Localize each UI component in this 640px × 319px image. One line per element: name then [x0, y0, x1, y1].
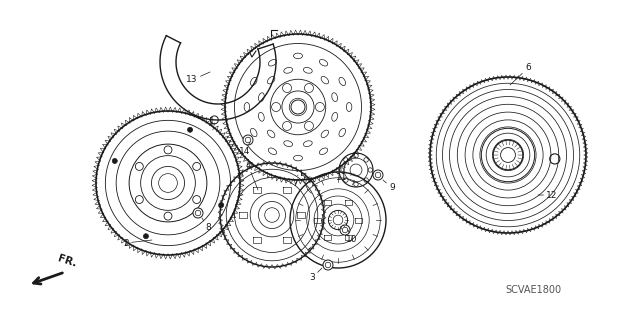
Circle shape — [340, 225, 350, 235]
Text: 7: 7 — [292, 175, 298, 188]
Text: 2: 2 — [123, 239, 152, 248]
Text: 4: 4 — [245, 160, 258, 190]
Text: 13: 13 — [186, 72, 210, 85]
Text: 11: 11 — [336, 174, 354, 182]
Circle shape — [219, 203, 224, 208]
Text: 10: 10 — [346, 230, 358, 244]
Text: 12: 12 — [538, 190, 557, 199]
Circle shape — [193, 208, 203, 218]
Text: SCVAE1800: SCVAE1800 — [505, 285, 561, 295]
Circle shape — [323, 260, 333, 270]
Circle shape — [373, 170, 383, 180]
Circle shape — [112, 159, 117, 163]
Text: 6: 6 — [510, 63, 531, 85]
Text: 5: 5 — [299, 173, 308, 190]
Text: 8: 8 — [202, 218, 211, 233]
Text: 14: 14 — [239, 142, 251, 157]
Circle shape — [243, 135, 253, 145]
Text: 3: 3 — [309, 268, 322, 283]
Text: FR.: FR. — [56, 254, 77, 269]
Circle shape — [143, 234, 148, 239]
Text: 1: 1 — [209, 117, 215, 130]
Circle shape — [188, 127, 193, 132]
Text: 9: 9 — [383, 180, 395, 192]
